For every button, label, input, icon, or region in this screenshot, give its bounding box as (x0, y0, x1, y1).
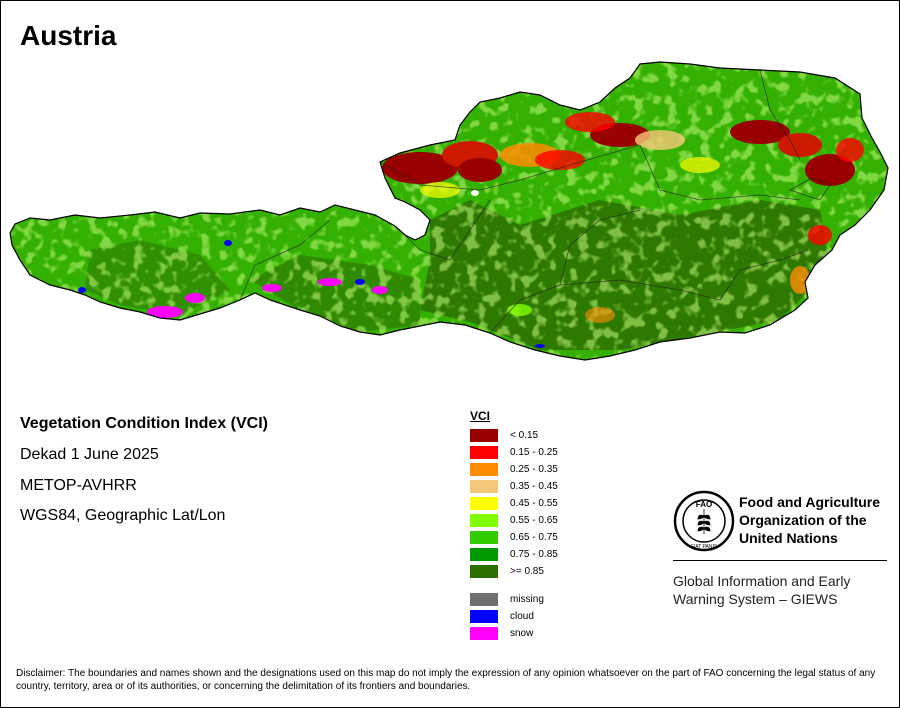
legend-title: VCI (470, 409, 491, 423)
index-name: Vegetation Condition Index (VCI) (20, 415, 268, 432)
legend-label: 0.25 - 0.35 (510, 464, 558, 475)
legend-label: < 0.15 (510, 430, 539, 441)
legend-swatch (470, 593, 498, 606)
legend-label: 0.65 - 0.75 (510, 532, 558, 543)
legend-swatch (470, 446, 498, 459)
legend-label: snow (510, 628, 534, 639)
legend-label: 0.35 - 0.45 (510, 481, 558, 492)
legend-label: 0.55 - 0.65 (510, 515, 558, 526)
legend-swatch (470, 497, 498, 510)
legend-label: 0.15 - 0.25 (510, 447, 558, 458)
legend-label: cloud (510, 611, 534, 622)
legend-label: 0.75 - 0.85 (510, 549, 558, 560)
legend-swatch (470, 548, 498, 561)
legend-swatch (470, 429, 498, 442)
sensor-label: METOP-AVHRR (20, 477, 137, 494)
fao-logo-icon: FAO FIAT PANIS (673, 490, 735, 552)
province-boundaries (239, 69, 831, 334)
legend-swatch (470, 531, 498, 544)
map-title: Austria (20, 20, 117, 51)
period-label: Dekad 1 June 2025 (20, 446, 159, 463)
giews-label: Global Information and Early Warning Sys… (673, 573, 851, 607)
legend-swatch (470, 514, 498, 527)
logo-motto: FIAT PANIS (691, 544, 718, 550)
legend-label: 0.45 - 0.55 (510, 498, 558, 509)
legend-swatch (470, 565, 498, 578)
divider (673, 560, 887, 561)
logo-letters: FAO (696, 500, 712, 509)
vci-map (9, 61, 889, 361)
projection-label: WGS84, Geographic Lat/Lon (20, 507, 226, 524)
snow-cloud-patches (78, 190, 545, 348)
legend-swatch (470, 463, 498, 476)
legend-label: >= 0.85 (510, 566, 544, 577)
legend-label: missing (510, 594, 544, 605)
org-name: Food and Agriculture Organization of the… (739, 494, 881, 546)
legend-swatch (470, 627, 498, 640)
legend-swatch (470, 610, 498, 623)
legend-swatch (470, 480, 498, 493)
disclaimer: Disclaimer: The boundaries and names sho… (16, 668, 876, 692)
